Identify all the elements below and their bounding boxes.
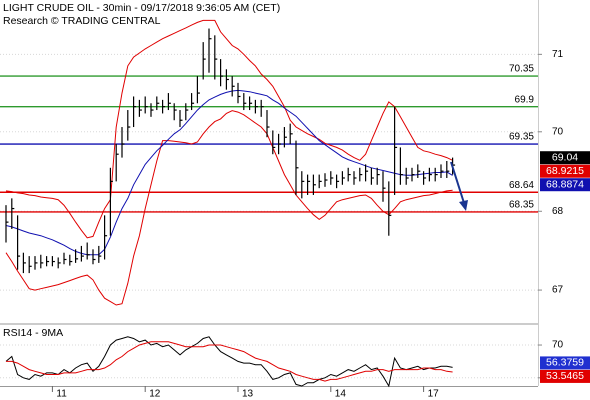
y-tick-label: 71 bbox=[552, 49, 564, 60]
overlay-line bbox=[5, 110, 453, 306]
level-label: 69.35 bbox=[509, 132, 534, 143]
value-tag bbox=[540, 356, 590, 370]
rsi-title: RSI14 - 9MA bbox=[3, 327, 63, 339]
rsi-line bbox=[6, 341, 453, 382]
level-label: 68.64 bbox=[509, 180, 534, 191]
y-tick-label: 70 bbox=[552, 340, 564, 351]
forecast-arrow-head bbox=[459, 200, 468, 211]
value-tag-label: 69.04 bbox=[552, 151, 578, 163]
level-label: 69.9 bbox=[515, 94, 535, 105]
x-tick-label: 14 bbox=[335, 389, 347, 400]
value-tag bbox=[540, 151, 590, 165]
level-label: 68.35 bbox=[509, 200, 534, 211]
value-tag-label: 56.3759 bbox=[546, 357, 584, 369]
level-label: 70.35 bbox=[509, 64, 534, 75]
value-tag-label: 68.9215 bbox=[546, 165, 584, 177]
y-tick-label: 70 bbox=[552, 126, 564, 137]
y-tick-label: 68 bbox=[552, 206, 564, 217]
overlay-line bbox=[5, 89, 453, 256]
forecast-arrow bbox=[450, 161, 465, 204]
value-tag bbox=[540, 164, 590, 178]
chart-title: LIGHT CRUDE OIL - 30min - 09/17/2018 9:3… bbox=[3, 2, 280, 14]
x-tick-label: 12 bbox=[149, 389, 161, 400]
x-tick-label: 17 bbox=[428, 389, 440, 400]
plot-layer: 71706867705070.3569.969.3568.6468.351112… bbox=[0, 19, 590, 400]
value-tag bbox=[540, 178, 590, 192]
value-tag bbox=[540, 369, 590, 383]
overlay-line bbox=[5, 19, 453, 239]
x-tick-label: 13 bbox=[242, 389, 254, 400]
chart-subtitle: Research © TRADING CENTRAL bbox=[3, 15, 161, 27]
value-tag-label: 68.8874 bbox=[546, 178, 584, 190]
value-tag-label: 53.5465 bbox=[546, 370, 584, 382]
y-tick-label: 67 bbox=[552, 285, 564, 296]
x-tick-label: 11 bbox=[56, 389, 67, 400]
